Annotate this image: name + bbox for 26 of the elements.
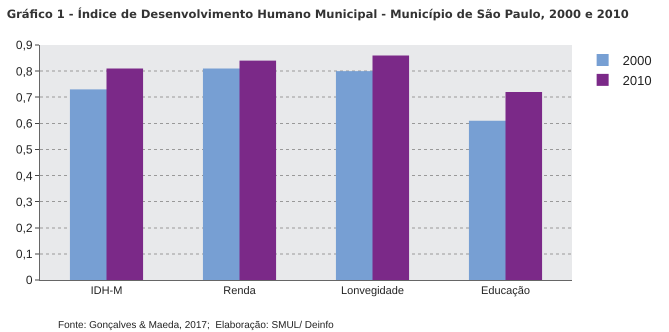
bar xyxy=(240,60,276,280)
y-tick-label: 0,6 xyxy=(16,116,33,131)
y-tick-label: 0,3 xyxy=(16,194,33,209)
x-tick-label: Renda xyxy=(223,285,257,298)
x-tick-label: Educação xyxy=(481,285,530,298)
bar xyxy=(468,120,506,280)
chart-title: Gráfico 1 - Índice de Desenvolvimento Humano Municipal - Município de São Paulo, 2000 e 2010 xyxy=(6,7,629,22)
y-tick-label: 0,1 xyxy=(16,247,33,262)
y-tick-label: 0,7 xyxy=(16,90,33,104)
y-tick-label: 0,9 xyxy=(16,38,33,52)
legend-label: 2010 xyxy=(622,72,652,88)
bar xyxy=(106,68,144,280)
x-tick-label: Lonvegidade xyxy=(340,285,404,298)
y-tick-label: 0 xyxy=(26,273,33,288)
y-tick-label: 0,2 xyxy=(16,220,33,235)
bar xyxy=(336,71,372,280)
bar xyxy=(506,92,542,280)
bar xyxy=(202,68,240,280)
y-tick-label: 0,8 xyxy=(16,64,33,78)
bar xyxy=(70,89,106,280)
y-tick-label: 0,4 xyxy=(16,168,33,183)
bar xyxy=(372,55,410,280)
legend-label: 2000 xyxy=(622,53,652,68)
source-note: Fonte: Gonçalves & Maeda, 2017; Elaboração: SMUL/ Deinfo xyxy=(58,320,334,331)
y-tick-label: 0,5 xyxy=(16,142,33,157)
x-tick-label: IDH-M xyxy=(90,285,122,298)
